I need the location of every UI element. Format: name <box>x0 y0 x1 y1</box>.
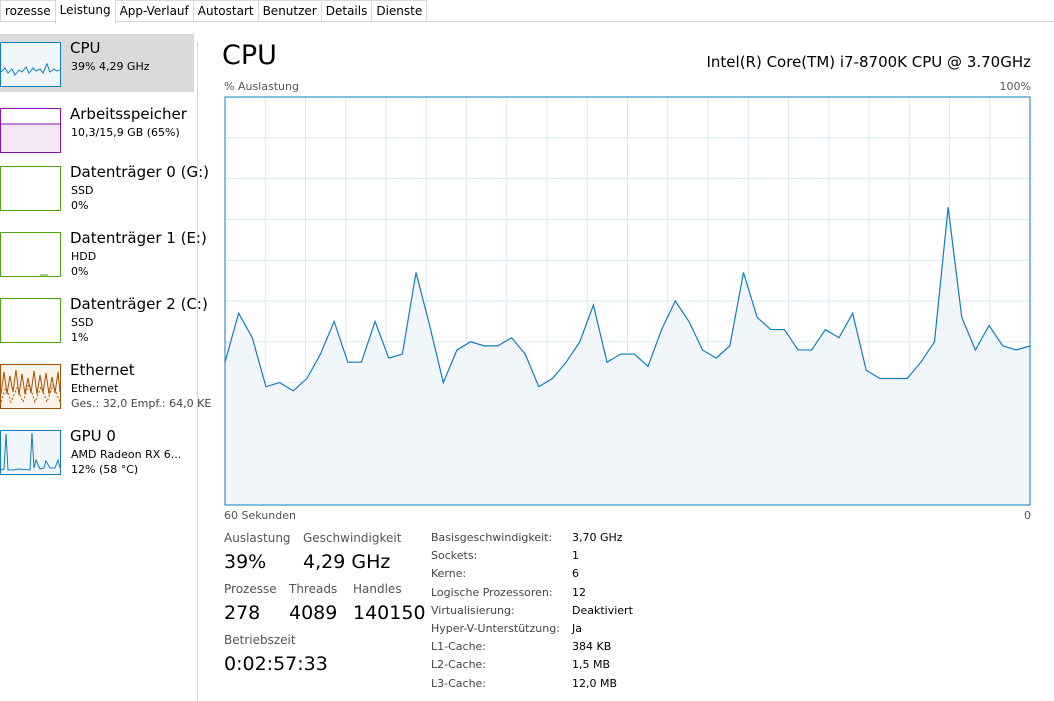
item-detail: SSD <box>71 316 94 329</box>
item-detail: HDD <box>71 250 97 263</box>
y-tick-label: 100% <box>1000 80 1031 93</box>
sidebar-disk0[interactable]: Datenträger 0 (G:) SSD 0% <box>0 158 209 216</box>
y-axis-label: % Auslastung <box>224 80 299 93</box>
thumbnail <box>0 42 61 87</box>
sidebar-disk2[interactable]: Datenträger 2 (C:) SSD 1% <box>0 290 208 348</box>
detail-value: 6 <box>572 567 579 581</box>
tab[interactable]: Leistung <box>54 0 116 24</box>
item-detail-2: 12% (58 °C) <box>71 463 139 476</box>
stat-label: Handles <box>353 582 402 596</box>
thumbnail <box>0 108 61 153</box>
detail-key: Sockets: <box>431 549 478 563</box>
item-detail-2: Ges.: 32,0 Empf.: 64,0 KE <box>71 397 212 410</box>
x-tick-label: 0 <box>1024 509 1031 522</box>
detail-key: Basisgeschwindigkeit: <box>431 531 553 544</box>
divider <box>197 42 198 701</box>
stat-label: Betriebszeit <box>224 633 296 647</box>
item-name: Datenträger 1 (E:) <box>70 229 207 247</box>
item-name: GPU 0 <box>70 427 116 445</box>
item-name: Ethernet <box>70 361 135 379</box>
item-name: Datenträger 2 (C:) <box>70 295 208 313</box>
stat-value: 4,29 GHz <box>303 551 391 573</box>
item-detail: Ethernet <box>71 382 119 395</box>
stat-label: Threads <box>289 582 338 596</box>
item-detail-2: 0% <box>71 265 89 278</box>
stat-value: 39% <box>224 551 267 573</box>
stat-value: 0:02:57:33 <box>224 653 328 675</box>
thumbnail <box>0 430 61 475</box>
tab[interactable]: Autostart <box>192 0 259 21</box>
item-detail: SSD <box>71 184 94 197</box>
tab[interactable]: rozesse <box>0 0 56 21</box>
stat-value: 278 <box>224 602 261 624</box>
thumbnail <box>0 298 61 343</box>
detail-value: 3,70 GHz <box>572 531 623 544</box>
sidebar-gpu[interactable]: GPU 0 AMD Radeon RX 6... 12% (58 °C) <box>0 422 194 480</box>
plot-border <box>224 96 1031 506</box>
page-title: CPU <box>222 40 277 71</box>
stat-label: Prozesse <box>224 582 277 596</box>
cpu-chart: % Auslastung 100% 60 Sekunden 0 <box>224 80 1031 522</box>
tab[interactable]: App-Verlauf <box>114 0 194 21</box>
detail-value: 12,0 MB <box>572 676 618 690</box>
detail-key: L1-Cache: <box>431 640 487 654</box>
item-name: Datenträger 0 (G:) <box>70 163 209 181</box>
detail-key: Kerne: <box>431 567 467 581</box>
stat-value: 4089 <box>289 602 338 624</box>
detail-key: Hyper-V-Unterstützung: <box>431 622 560 635</box>
item-detail-2: 1% <box>71 331 89 344</box>
thumbnail <box>0 232 61 277</box>
detail-key: Logische Prozessoren: <box>431 585 553 599</box>
tab[interactable]: Details <box>320 0 373 21</box>
detail-value: Ja <box>572 622 582 635</box>
thumbnail <box>0 364 61 409</box>
cpu-area <box>225 207 1030 505</box>
detail-value: 384 KB <box>572 640 612 654</box>
sidebar-memory[interactable]: Arbeitsspeicher 10,3/15,9 GB (65%) <box>0 100 194 158</box>
tab-bar: rozesse Leistung App-Verlauf Autostart Benut… <box>0 0 1054 24</box>
cpu-line <box>224 207 1031 392</box>
tab[interactable]: Dienste <box>371 0 428 21</box>
stat-label: Geschwindigkeit <box>303 531 402 545</box>
item-detail: 10,3/15,9 GB (65%) <box>71 126 180 139</box>
stat-value: 140150 <box>353 602 426 624</box>
detail-value: 12 <box>572 585 586 599</box>
thumbnail <box>0 166 61 211</box>
x-tick-label: 60 Sekunden <box>224 509 296 522</box>
sidebar-cpu[interactable]: CPU 39% 4,29 GHz <box>0 34 194 92</box>
detail-value: Deaktiviert <box>572 603 633 617</box>
detail-key: L2-Cache: <box>431 658 487 672</box>
processor-name: Intel(R) Core(TM) i7-8700K CPU @ 3.70GHz <box>706 53 1031 71</box>
sidebar-disk1[interactable]: Datenträger 1 (E:) HDD 0% <box>0 224 207 282</box>
stat-label: Auslastung <box>224 531 291 545</box>
item-name: CPU <box>70 39 101 57</box>
sidebar-ethernet[interactable]: Ethernet Ethernet Ges.: 32,0 Empf.: 64,0… <box>0 356 211 414</box>
item-detail: 39% 4,29 GHz <box>71 60 150 73</box>
item-name: Arbeitsspeicher <box>70 105 187 123</box>
detail-value: 1,5 MB <box>572 658 611 672</box>
detail-key: Virtualisierung: <box>431 603 515 617</box>
item-detail-2: 0% <box>71 199 89 212</box>
tab[interactable]: Benutzer <box>257 0 322 21</box>
detail-key: L3-Cache: <box>431 676 487 690</box>
item-detail: AMD Radeon RX 6... <box>71 448 182 461</box>
detail-value: 1 <box>572 549 579 563</box>
